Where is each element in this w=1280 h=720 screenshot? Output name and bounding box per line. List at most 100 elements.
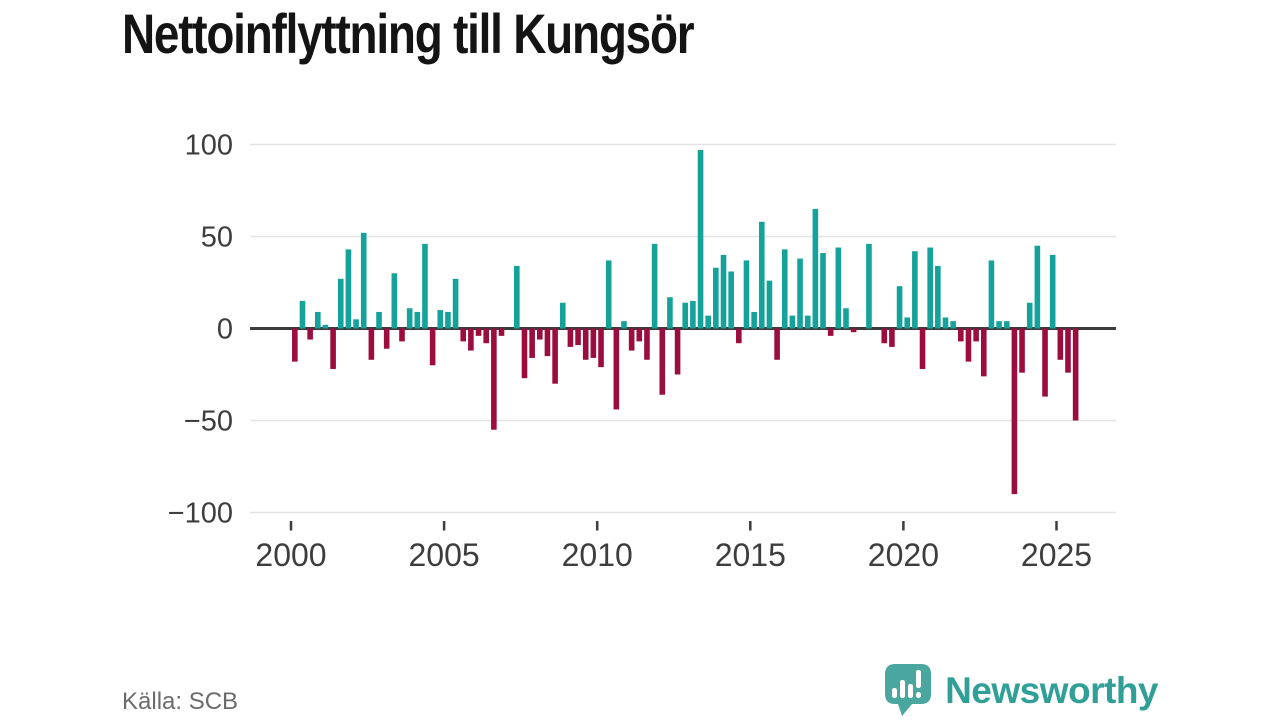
- bar-2009-q1: [567, 328, 574, 347]
- bar-2018-q2: [850, 328, 857, 333]
- bar-2001-q3: [337, 278, 344, 329]
- bar-2000-q1: [292, 328, 298, 362]
- bar-2017-q1: [812, 208, 819, 329]
- bar-2005-q1: [445, 311, 451, 329]
- bar-2025-q3: [1072, 328, 1079, 421]
- bar-2012-q3: [674, 328, 681, 375]
- bar-2013-q3: [705, 315, 711, 329]
- x-tick-label-2020: 2020: [868, 537, 939, 573]
- bar-2021-q4: [958, 328, 964, 342]
- bar-2007-q3: [521, 328, 528, 379]
- bar-2012-q4: [682, 302, 689, 329]
- bar-2005-q4: [468, 328, 474, 351]
- bar-2003-q3: [399, 328, 405, 342]
- bar-2020-q2: [912, 251, 918, 329]
- bar-2006-q1: [475, 328, 482, 336]
- x-tick-label-2005: 2005: [409, 537, 480, 573]
- x-tick-label-2015: 2015: [715, 537, 786, 573]
- bar-2010-q3: [613, 328, 620, 410]
- newsworthy-logo: Newsworthy: [881, 664, 1158, 718]
- y-tick-label--50: −50: [184, 406, 233, 438]
- bar-2003-q1: [383, 328, 390, 349]
- bar-2000-q3: [307, 328, 313, 340]
- bar-2021-q3: [950, 321, 956, 329]
- bar-2016-q4: [804, 315, 811, 329]
- y-tick-label--100: −100: [168, 498, 233, 530]
- bar-2017-q3: [827, 328, 834, 336]
- bar-2012-q1: [659, 328, 666, 395]
- bar-2021-q2: [942, 317, 949, 329]
- bar-2023-q2: [1003, 321, 1010, 329]
- bar-2008-q2: [544, 328, 551, 357]
- bar-2001-q2: [330, 328, 336, 369]
- bar-2004-q2: [422, 243, 428, 329]
- bar-2002-q2: [360, 232, 367, 329]
- bar-2024-q1: [1026, 302, 1033, 329]
- bar-2012-q2: [667, 297, 673, 329]
- bar-2009-q4: [590, 328, 597, 358]
- chart-title: Nettoinflyttning till Kungsör: [122, 2, 695, 65]
- bar-2005-q2: [452, 278, 459, 329]
- y-tick-label-50: 50: [201, 222, 233, 254]
- bar-2025-q2: [1065, 328, 1071, 373]
- bar-2016-q1: [781, 249, 788, 329]
- bar-2005-q3: [460, 328, 467, 342]
- bar-2004-q4: [437, 310, 444, 329]
- bar-2020-q3: [919, 328, 926, 369]
- bar-2003-q2: [391, 273, 398, 329]
- bar-2002-q4: [376, 311, 382, 329]
- bar-2019-q4: [896, 286, 903, 329]
- bar-2010-q1: [598, 328, 604, 368]
- bar-2002-q3: [368, 328, 375, 360]
- bar-2022-q4: [988, 260, 995, 329]
- bar-2023-q1: [996, 321, 1002, 329]
- bar-2014-q1: [720, 254, 727, 329]
- bar-2004-q1: [414, 311, 421, 329]
- bar-2022-q1: [965, 328, 972, 362]
- newsworthy-chart-bubble-icon: [885, 664, 932, 716]
- bar-2014-q3: [736, 328, 742, 344]
- bar-2023-q3: [1011, 328, 1018, 495]
- bar-2015-q3: [766, 280, 773, 329]
- bar-2016-q3: [797, 258, 803, 329]
- x-tick-label-2000: 2000: [255, 537, 326, 573]
- bar-2011-q4: [651, 243, 658, 329]
- bar-2011-q1: [628, 328, 635, 351]
- bar-2011-q3: [644, 328, 650, 360]
- bar-2004-q3: [429, 328, 436, 366]
- bar-2009-q2: [575, 328, 581, 346]
- bar-2010-q2: [605, 260, 612, 329]
- bar-2018-q1: [843, 308, 849, 329]
- bar-2023-q4: [1019, 328, 1025, 373]
- bar-2001-q1: [322, 324, 329, 329]
- source-label: Källa: SCB: [122, 688, 239, 715]
- bar-2017-q2: [820, 253, 826, 329]
- bar-2022-q2: [973, 328, 979, 342]
- y-tick-label-100: 100: [185, 130, 233, 162]
- bar-2021-q1: [935, 265, 941, 329]
- bar-2013-q2: [697, 150, 704, 329]
- bar-2008-q1: [536, 328, 543, 340]
- bar-2019-q2: [881, 328, 888, 344]
- bar-2011-q2: [636, 328, 643, 342]
- bar-2015-q1: [751, 311, 757, 329]
- bar-2001-q4: [345, 249, 352, 329]
- bar-2017-q4: [835, 247, 842, 329]
- bar-2000-q4: [314, 311, 321, 329]
- bar-2024-q4: [1049, 254, 1056, 329]
- bar-2024-q3: [1042, 328, 1048, 397]
- bar-2024-q2: [1034, 245, 1041, 329]
- bar-2014-q2: [728, 271, 734, 329]
- bar-2016-q2: [789, 315, 796, 329]
- bar-2003-q4: [406, 308, 413, 329]
- y-tick-label-0: 0: [217, 314, 233, 346]
- bar-2013-q4: [713, 267, 719, 329]
- bar-2019-q3: [889, 328, 895, 347]
- bar-2014-q4: [743, 260, 750, 329]
- bar-2002-q1: [353, 319, 359, 329]
- bar-2018-q4: [866, 243, 872, 329]
- bar-2008-q3: [552, 328, 558, 384]
- bar-2006-q3: [491, 328, 497, 430]
